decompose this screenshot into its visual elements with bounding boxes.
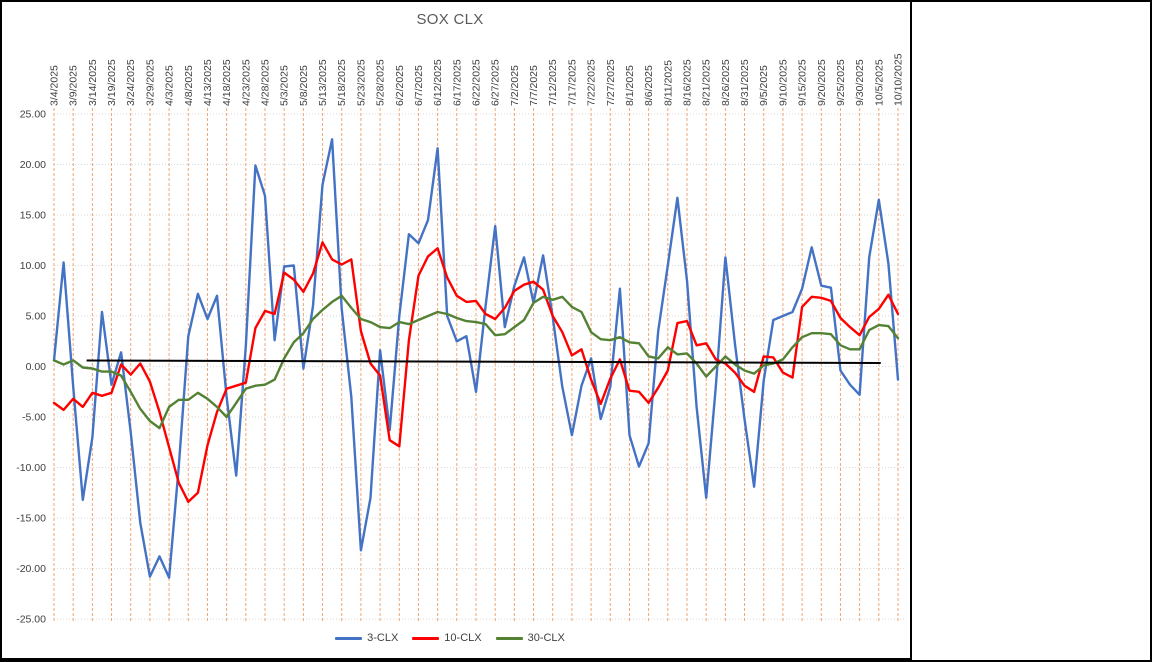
x-axis-date-label: 8/6/2025 — [643, 65, 655, 106]
chart-object[interactable]: SOX CLX 25.00 20.00 15.00 10.00 5.00 0.00 -5.0… — [2, 2, 912, 660]
x-axis-date-label: 6/27/2025 — [490, 59, 502, 106]
legend-label: 30-CLX — [527, 632, 565, 644]
x-axis-date-label: 7/22/2025 — [586, 59, 598, 106]
y-axis-tick-label: 15.00 — [20, 210, 46, 222]
x-axis-date-label: 3/4/2025 — [49, 65, 61, 106]
x-axis-date-label: 5/8/2025 — [298, 65, 310, 106]
legend-line-swatch — [335, 636, 363, 640]
x-axis-date-label: 9/20/2025 — [816, 59, 828, 106]
y-axis-tick-label: -25.00 — [16, 614, 46, 626]
x-axis-date-label: 8/1/2025 — [624, 65, 636, 106]
legend-label: 10-CLX — [444, 632, 482, 644]
x-axis-date-label: 7/12/2025 — [547, 59, 559, 106]
x-axis-date-label: 8/16/2025 — [682, 59, 694, 106]
y-axis-tick-label: 5.00 — [26, 311, 47, 323]
x-axis-date-label: 7/27/2025 — [605, 59, 617, 106]
x-axis-date-label: 5/28/2025 — [375, 59, 387, 106]
legend-item-30-clx[interactable]: 30-CLX — [495, 632, 565, 644]
x-axis-date-label: 10/10/2025 — [893, 53, 905, 106]
legend-line-swatch — [412, 636, 440, 640]
x-axis-date-label: 3/9/2025 — [68, 65, 80, 106]
x-axis-date-label: 8/26/2025 — [720, 59, 732, 106]
y-axis-tick-label: 10.00 — [20, 260, 46, 272]
y-axis-tick-label: -15.00 — [16, 513, 46, 525]
x-axis-date-label: 5/13/2025 — [317, 59, 329, 106]
x-axis-date-label: 5/3/2025 — [279, 65, 291, 106]
series-line-10-clx[interactable] — [52, 241, 900, 503]
x-axis-date-label: 7/7/2025 — [528, 65, 540, 106]
series-line-30-clx[interactable] — [52, 294, 900, 430]
x-axis-date-label: 9/15/2025 — [797, 59, 809, 106]
x-axis-date-label: 4/28/2025 — [260, 59, 272, 106]
x-axis-date-label: 4/23/2025 — [240, 59, 252, 106]
y-axis-tick-label: 0.00 — [26, 361, 47, 373]
series-line-3-clx[interactable] — [52, 138, 900, 579]
x-axis-date-label: 9/5/2025 — [758, 65, 770, 106]
x-axis-date-label: 3/24/2025 — [125, 59, 137, 106]
x-axis-date-label: 10/5/2025 — [873, 59, 885, 106]
x-axis-date-label: 4/18/2025 — [221, 59, 233, 106]
x-axis-date-label: 6/7/2025 — [413, 65, 425, 106]
plot-area: 25.00 20.00 15.00 10.00 5.00 0.00 -5.00 -10.00 -… — [16, 53, 906, 626]
x-axis-date-label: 6/17/2025 — [451, 59, 463, 106]
legend-line-swatch — [495, 636, 523, 640]
x-axis-date-label: 3/14/2025 — [87, 59, 99, 106]
y-axis-tick-label: -10.00 — [16, 462, 46, 474]
x-axis-date-label: 6/22/2025 — [471, 59, 483, 106]
x-axis-date-label: 6/2/2025 — [394, 65, 406, 106]
chart-title: SOX CLX — [416, 11, 484, 28]
x-axis-date-label: 8/21/2025 — [701, 59, 713, 106]
y-axis-tick-label: 25.00 — [20, 109, 46, 121]
legend-label: 3-CLX — [367, 632, 399, 644]
x-axis-date-label: 9/25/2025 — [835, 59, 847, 106]
x-axis-date-label: 5/23/2025 — [355, 59, 367, 106]
x-axis-date-label: 9/10/2025 — [777, 59, 789, 106]
x-axis-date-label: 6/12/2025 — [432, 59, 444, 106]
y-axis-tick-label: 20.00 — [20, 159, 46, 171]
x-axis-date-label: 3/29/2025 — [144, 59, 156, 106]
chart-legend: 3-CLX 10-CLX 30-CLX — [2, 632, 898, 644]
y-axis-tick-label: -5.00 — [22, 412, 46, 424]
zero-reference-line[interactable] — [86, 359, 881, 364]
x-axis-date-label: 9/30/2025 — [854, 59, 866, 106]
x-axis-date-label: 4/8/2025 — [183, 65, 195, 106]
x-axis-date-label: 3/19/2025 — [106, 59, 118, 106]
x-axis-date-label: 4/13/2025 — [202, 59, 214, 106]
legend-item-10-clx[interactable]: 10-CLX — [412, 632, 482, 644]
y-axis-tick-label: -20.00 — [16, 563, 46, 575]
x-axis-date-label: 4/3/2025 — [164, 65, 176, 106]
x-axis-date-label: 5/18/2025 — [336, 59, 348, 106]
x-axis-date-label: 7/17/2025 — [566, 59, 578, 106]
x-axis-date-label: 8/11/2025 — [662, 60, 674, 106]
x-axis-date-label: 7/2/2025 — [509, 65, 521, 106]
x-axis-date-label: 8/31/2025 — [739, 59, 751, 106]
legend-item-3-clx[interactable]: 3-CLX — [335, 632, 398, 644]
